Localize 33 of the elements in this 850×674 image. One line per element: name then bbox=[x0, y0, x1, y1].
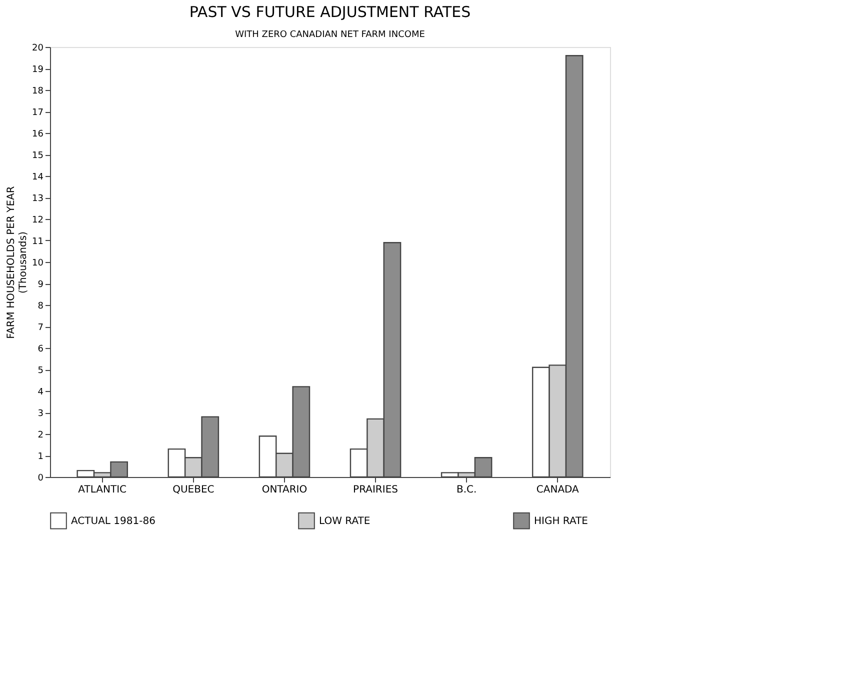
y-tick-label: 6 bbox=[38, 344, 44, 354]
x-tick-label: B.C. bbox=[456, 484, 477, 496]
y-tick-label: 7 bbox=[38, 323, 44, 333]
legend-label: LOW RATE bbox=[319, 516, 370, 527]
y-tick-label: 8 bbox=[38, 302, 44, 312]
y-tick-label: 2 bbox=[38, 430, 44, 440]
y-tick-label: 1 bbox=[38, 452, 44, 462]
y-tick-label: 14 bbox=[32, 172, 44, 182]
x-tick-label: CANADA bbox=[536, 484, 580, 496]
x-tick-label: ONTARIO bbox=[262, 484, 308, 496]
y-tick-label: 17 bbox=[32, 108, 44, 118]
x-tick-label: ATLANTIC bbox=[78, 484, 127, 496]
chart-subtitle: WITH ZERO CANADIAN NET FARM INCOME bbox=[235, 30, 426, 40]
x-tick-label: QUEBEC bbox=[172, 484, 214, 496]
y-tick-label: 10 bbox=[32, 258, 44, 268]
y-tick-label: 19 bbox=[32, 65, 44, 75]
y-tick-label: 18 bbox=[32, 86, 44, 96]
y-tick-label: 13 bbox=[32, 194, 44, 204]
y-tick-label: 9 bbox=[38, 280, 44, 290]
y-tick-label: 0 bbox=[38, 474, 44, 484]
y-tick-label: 12 bbox=[32, 216, 44, 226]
y-tick-label: 11 bbox=[32, 237, 44, 247]
y-tick-label: 3 bbox=[38, 409, 44, 419]
legend-label: ACTUAL 1981-86 bbox=[71, 516, 156, 527]
legend-label: HIGH RATE bbox=[534, 516, 588, 527]
y-tick-label: 16 bbox=[32, 130, 44, 140]
x-tick-label: PRAIRIES bbox=[353, 484, 398, 496]
y-tick-label: 20 bbox=[32, 44, 44, 54]
y-axis-title: FARM HOUSEHOLDS PER YEAR (Thousands) bbox=[6, 186, 30, 339]
y-tick-label: 4 bbox=[38, 388, 44, 398]
y-tick-label: 15 bbox=[32, 151, 44, 161]
y-tick-label: 5 bbox=[38, 366, 44, 376]
chart-title: PAST VS FUTURE ADJUSTMENT RATES bbox=[189, 3, 471, 21]
